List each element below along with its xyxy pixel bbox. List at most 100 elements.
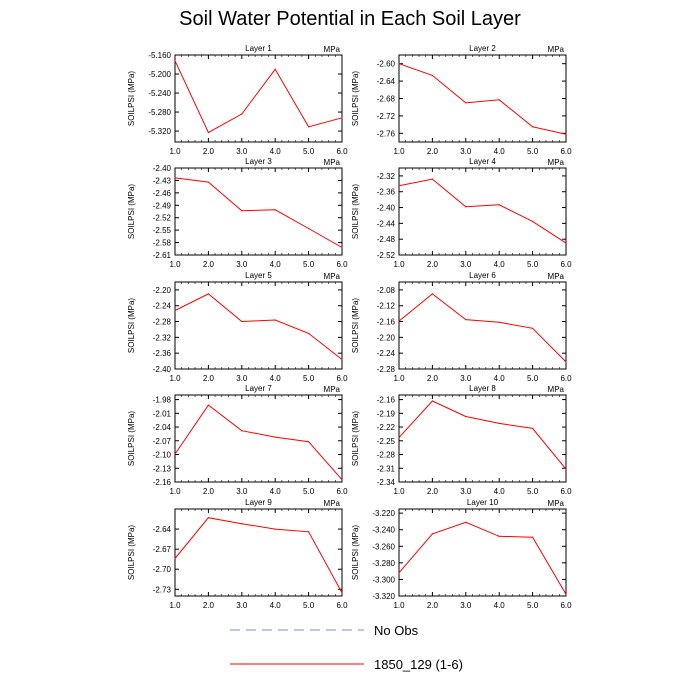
panel-8-ytick-label: -2.19 <box>377 409 396 418</box>
panel-5-ytick-label: -2.28 <box>153 318 172 327</box>
panel-1-ytick-label: -5.160 <box>148 51 171 60</box>
panel-9-ytick-label: -2.67 <box>153 545 172 554</box>
panel-6-ytick-label: -2.28 <box>377 365 396 374</box>
panel-8-frame <box>398 394 567 483</box>
panel-2-ytick-label: -2.76 <box>377 129 396 138</box>
panel-1-frame <box>174 54 343 143</box>
panel-8-point <box>431 400 433 402</box>
panel-9-xtick-label: 2.0 <box>203 601 215 610</box>
panel-8-xtick-label: 5.0 <box>527 487 539 496</box>
panel-8-series-line <box>398 400 567 470</box>
panel-3-xtick-label: 4.0 <box>270 260 282 269</box>
panel-7-point <box>308 441 310 443</box>
panel-5-xtick-label: 1.0 <box>169 374 181 383</box>
panel-6-point <box>565 361 567 363</box>
panel-7-ylabel: SOILPSI (MPa) <box>127 411 136 466</box>
panel-9-xtick-label: 3.0 <box>236 601 248 610</box>
panel-8-units: MPa <box>548 385 565 394</box>
panel-2-ytick-label: -2.68 <box>377 95 396 104</box>
panel-2-ytick-label: -2.64 <box>377 77 396 86</box>
panel-7-ytick-label: -2.07 <box>153 437 172 446</box>
panel-8-ytick-label: -2.22 <box>377 423 396 432</box>
panel-10-series-line <box>398 521 567 595</box>
panel-9-point <box>341 592 343 594</box>
panel-10-point <box>532 536 534 538</box>
panel-2-point <box>532 126 534 128</box>
panel-5-ytick-label: -2.36 <box>153 349 172 358</box>
panel-10-point <box>465 521 467 523</box>
panel-3-point <box>274 209 276 211</box>
panel-6-units: MPa <box>548 272 565 281</box>
panel-4-ylabel: SOILPSI (MPa) <box>351 184 360 239</box>
panel-5-xtick-label: 6.0 <box>336 374 348 383</box>
panel-2-title: Layer 2 <box>469 44 496 53</box>
panel-2-xtick-label: 2.0 <box>427 147 439 156</box>
panel-10-point <box>498 535 500 537</box>
panel-3-ytick-label: -2.61 <box>153 251 172 260</box>
panel-8-point <box>398 436 400 439</box>
panel-3-ytick-label: -2.43 <box>153 176 172 185</box>
panel-6-xtick-label: 5.0 <box>527 374 539 383</box>
panel-3-point <box>308 227 310 230</box>
panel-9-ylabel: SOILPSI (MPa) <box>127 525 136 580</box>
panel-1-point <box>174 60 176 62</box>
panel-10-ytick-label: -3.260 <box>372 542 395 551</box>
panel-1-xtick-label: 6.0 <box>336 147 348 156</box>
panel-7-point <box>241 430 243 432</box>
panel-1-point <box>308 126 310 128</box>
panel-7-ytick-label: -2.16 <box>153 478 172 487</box>
panel-7-title: Layer 7 <box>245 384 272 393</box>
panel-3-xtick-label: 1.0 <box>169 260 181 269</box>
panel-8-ylabel: SOILPSI (MPa) <box>351 411 360 466</box>
panel-5-point <box>174 309 176 312</box>
panel-8-ytick-label: -2.28 <box>377 451 396 460</box>
panel-4-xtick-label: 1.0 <box>393 260 405 269</box>
panel-1-ytick-label: -5.320 <box>148 127 171 136</box>
panel-9-frame <box>174 508 343 597</box>
panel-4-ytick-label: -2.32 <box>377 172 396 181</box>
panel-3-ytick-label: -2.49 <box>153 201 172 210</box>
panel-8-title: Layer 8 <box>469 384 496 393</box>
panel-2-ytick-label: -2.72 <box>377 112 396 121</box>
figure-title: Soil Water Potential in Each Soil Layer <box>179 8 521 30</box>
panel-6-xtick-label: 1.0 <box>393 374 405 383</box>
panel-9-point <box>207 517 209 519</box>
panel-9-point <box>274 528 276 530</box>
legend-series-label: 1850_129 (1-6) <box>374 657 463 672</box>
panel-3-frame <box>174 167 343 256</box>
panel-6-frame <box>398 281 567 370</box>
panel-10-xtick-label: 5.0 <box>527 601 539 610</box>
panel-7-xtick-label: 3.0 <box>236 487 248 496</box>
panel-10-ytick-label: -3.280 <box>372 559 395 568</box>
panel-7-point <box>174 453 176 455</box>
panel-4-ytick-label: -2.44 <box>377 219 396 228</box>
panel-3-point <box>174 177 176 179</box>
panel-5-title: Layer 5 <box>245 271 272 280</box>
panel-9-xtick-label: 4.0 <box>270 601 282 610</box>
panel-1-ytick-label: -5.200 <box>148 70 171 79</box>
panel-5-xtick-label: 2.0 <box>203 374 215 383</box>
panel-4-point <box>398 185 400 187</box>
panel-6-xtick-label: 4.0 <box>494 374 506 383</box>
panel-7-point <box>274 436 276 438</box>
panel-5-point <box>207 293 209 295</box>
panel-7-frame <box>174 394 343 483</box>
panel-3-ytick-label: -2.46 <box>153 189 172 198</box>
panel-2-ytick-label: -2.60 <box>377 60 396 69</box>
panel-3-ytick-label: -2.52 <box>153 214 172 223</box>
panel-4-units: MPa <box>548 158 565 167</box>
panel-1-xtick-label: 2.0 <box>203 147 215 156</box>
panel-7-point <box>341 479 343 481</box>
panel-5-frame <box>174 281 343 370</box>
panel-7-xtick-label: 6.0 <box>336 487 348 496</box>
panel-5-point <box>274 319 276 321</box>
panel-6-series-line <box>398 293 567 363</box>
panel-4-xtick-label: 3.0 <box>460 260 472 269</box>
panel-8-ytick-label: -2.34 <box>377 478 396 487</box>
panel-9-xtick-label: 6.0 <box>336 601 348 610</box>
panel-7-xtick-label: 4.0 <box>270 487 282 496</box>
panel-5-point <box>241 320 243 323</box>
panel-3-ylabel: SOILPSI (MPa) <box>127 184 136 239</box>
panel-9-title: Layer 9 <box>245 498 272 507</box>
panel-5-ytick-label: -2.40 <box>153 365 172 374</box>
